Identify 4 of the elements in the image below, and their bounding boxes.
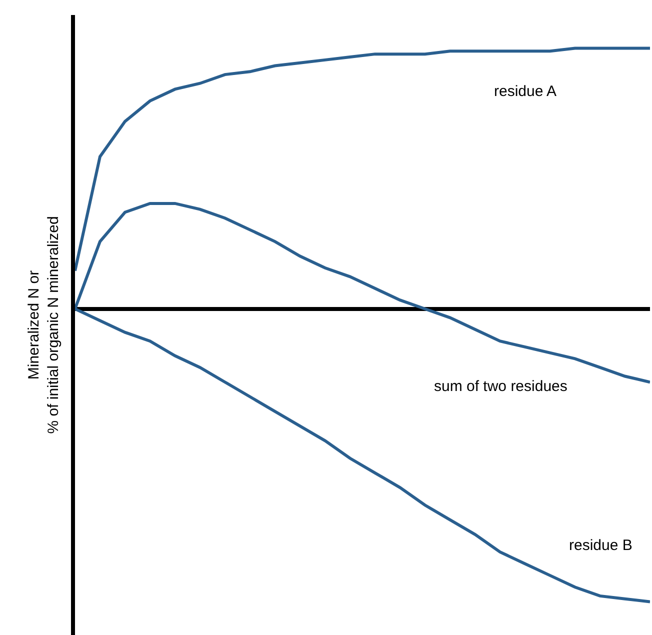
y-axis-title: Mineralized N or % of initial organic N mineralized [25, 216, 62, 434]
text: residue A [494, 83, 557, 100]
series-label: residue B [569, 537, 632, 554]
series-label: sum of two residues [434, 378, 568, 395]
